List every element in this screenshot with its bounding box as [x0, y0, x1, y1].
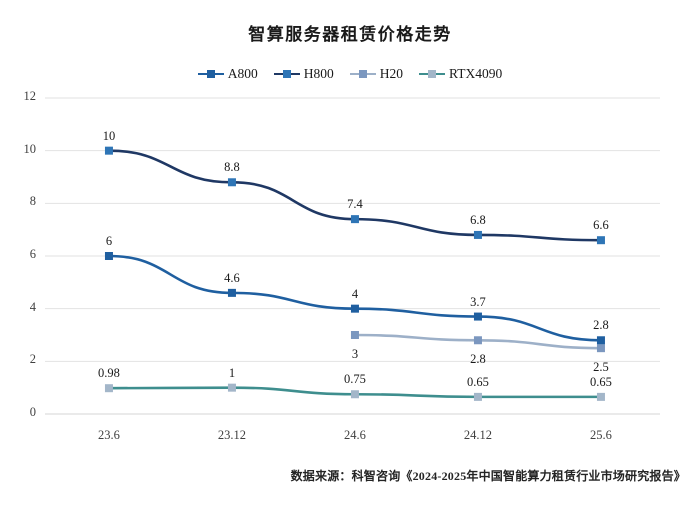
series-marker: [104, 252, 113, 260]
legend-swatch-icon: [197, 68, 224, 80]
legend-item-label: RTX4090: [449, 66, 503, 81]
series-line: [107, 254, 603, 342]
legend-item-label: A800: [227, 66, 258, 81]
series-marker: [104, 384, 113, 393]
series-marker: [473, 336, 482, 345]
series-marker: [596, 336, 605, 345]
legend-marker: [206, 70, 215, 78]
series-marker: [350, 304, 359, 313]
series-marker: [596, 392, 605, 401]
series-marker: [227, 178, 236, 187]
series-marker: [473, 230, 482, 239]
chart-series-rtx4090: [104, 383, 605, 401]
series-marker: [473, 392, 482, 401]
series-marker: [596, 236, 605, 245]
legend-item-h800[interactable]: H800: [273, 66, 334, 82]
legend-swatch-icon: [273, 68, 300, 80]
series-marker: [350, 331, 359, 339]
legend-item-h20[interactable]: H20: [349, 66, 404, 82]
series-marker: [596, 344, 605, 353]
legend-item-label: H800: [303, 66, 334, 81]
chart-gridlines: [45, 97, 660, 415]
legend-marker: [282, 70, 291, 78]
chart-legend: A800 H800 H20 RTX4090: [0, 66, 700, 82]
chart-series-h800: [104, 146, 605, 245]
legend-marker: [428, 70, 437, 78]
legend-swatch-icon: [349, 68, 376, 80]
chart-series-a800: [104, 252, 605, 345]
series-marker: [350, 215, 359, 224]
legend-item-label: H20: [379, 66, 404, 81]
legend-marker: [358, 70, 367, 78]
series-marker: [350, 390, 359, 399]
chart-title: 智算服务器租赁价格走势: [248, 25, 452, 44]
legend-item-a800[interactable]: A800: [197, 66, 258, 82]
series-line: [107, 149, 603, 242]
series-marker: [473, 312, 482, 321]
chart-series-h20: [350, 331, 605, 353]
series-marker: [227, 288, 236, 297]
chart-source-note: 数据来源：科智咨询《2024-2025年中国智能算力租赁行业市场研究报告》: [290, 469, 686, 483]
legend-item-rtx4090[interactable]: RTX4090: [419, 66, 502, 82]
series-marker: [104, 146, 113, 155]
legend-swatch-icon: [419, 68, 446, 80]
series-marker: [227, 383, 236, 392]
